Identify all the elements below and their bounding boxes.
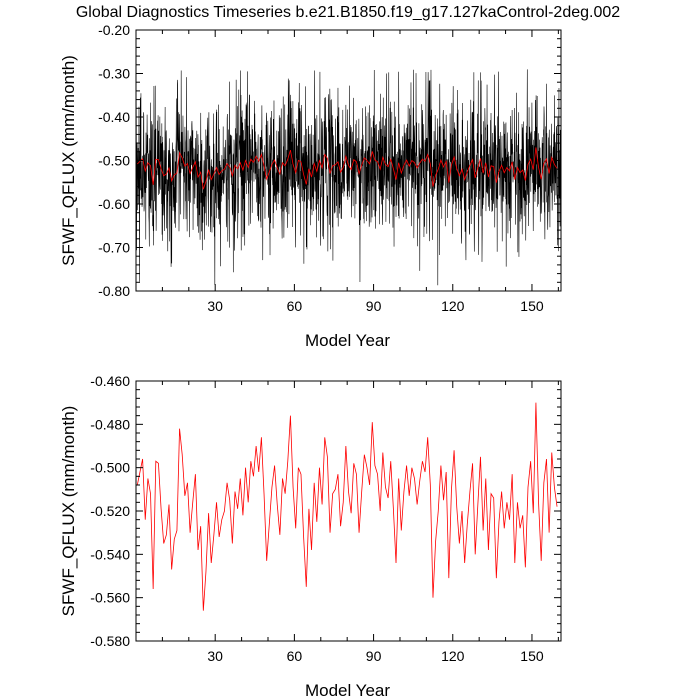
x-axis-label: Model Year [305,681,390,700]
x-tick-label: 30 [207,648,223,664]
y-tick-label: -0.40 [98,109,130,125]
x-tick-label: 30 [207,298,223,314]
y-tick-label: -0.70 [98,240,130,256]
y-tick-label: -0.520 [90,503,130,519]
y-tick-label: -0.460 [90,373,130,389]
x-tick-label: 120 [441,648,465,664]
y-tick-label: -0.580 [90,633,130,649]
x-tick-label: 60 [287,648,303,664]
top-panel: -0.80 -0.70 -0.60 -0.50 -0.40 -0.30 -0.20 30 60 9… [59,22,562,350]
x-tick-label: 90 [366,298,382,314]
bottom-panel: -0.580 -0.560 -0.540 -0.520 -0.500 -0.480 -0.4… [59,373,562,700]
y-tick-label: -0.480 [90,416,130,432]
y-tick-label: -0.60 [98,196,130,212]
x-tick-label: 60 [287,298,303,314]
y-tick-label: -0.560 [90,590,130,606]
x-axis-label: Model Year [305,331,390,350]
x-tick-label: 150 [520,298,544,314]
x-tick-label: 90 [366,648,382,664]
figure-title: Global Diagnostics Timeseries b.e21.B185… [76,4,620,21]
y-tick-label: -0.20 [98,22,130,38]
x-tick-label: 150 [520,648,544,664]
y-tick-label: -0.30 [98,66,130,82]
x-tick-label: 120 [441,298,465,314]
y-tick-label: -0.540 [90,546,130,562]
series-line-annual-mean [137,147,558,190]
series-line-monthly [136,69,561,286]
y-tick-label: -0.500 [90,460,130,476]
y-axis-label: SFWF_QFLUX (mm/month) [59,406,78,617]
y-tick-label: -0.80 [98,283,130,299]
y-axis-label: SFWF_QFLUX (mm/month) [59,55,78,266]
series-line-annual-mean [136,402,558,611]
y-tick-label: -0.50 [98,153,130,169]
